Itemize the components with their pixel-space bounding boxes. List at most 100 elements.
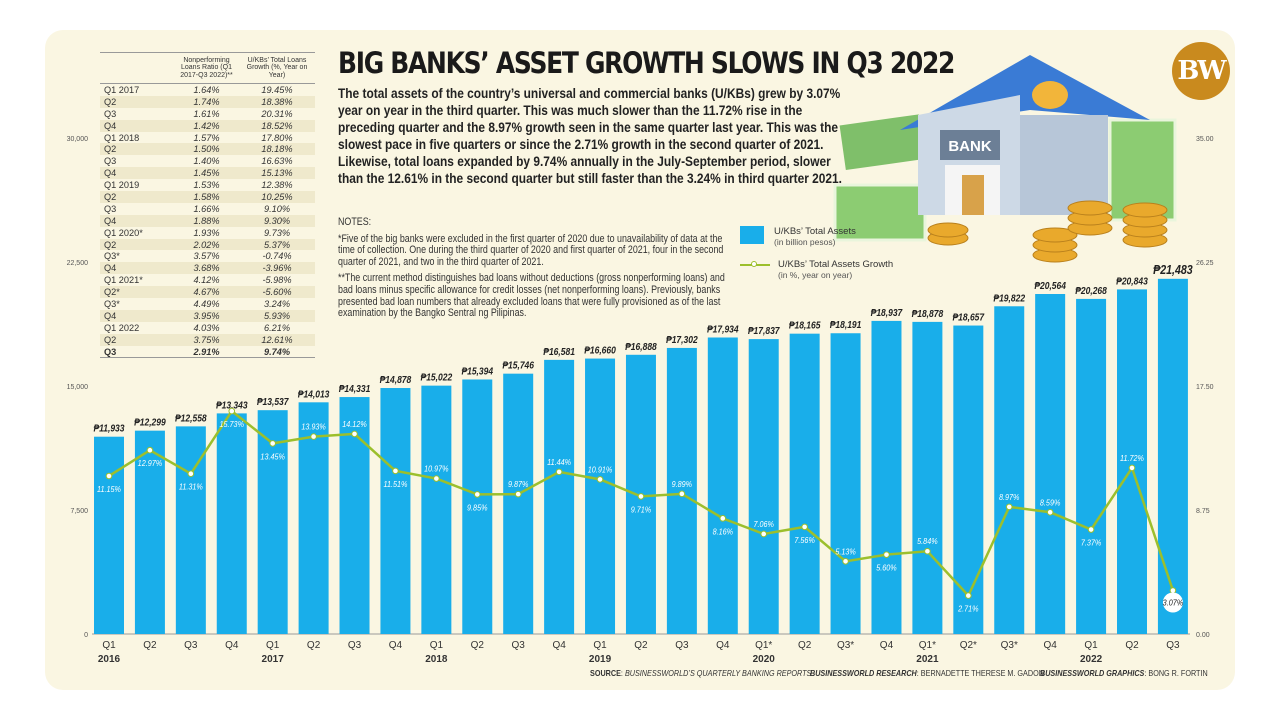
quarter-label: Q3* — [837, 640, 854, 651]
bar-swatch — [740, 226, 764, 244]
year-label: 2020 — [753, 654, 776, 665]
year-label: 2016 — [98, 654, 121, 665]
quarter-label: Q1* — [755, 640, 772, 651]
quarter-label: Q3 — [1166, 640, 1180, 651]
footer-research: BUSINESSWORLD RESEARCH: BERNADETTE THERE… — [810, 668, 1044, 678]
legend-assets-label: U/KBs’ Total Assets — [774, 226, 856, 237]
asset-value-label: ₱14,013 — [298, 389, 330, 400]
table-row: Q1 2017 1.64% 19.45% — [100, 84, 315, 96]
page-title: BIG BANKS’ ASSET GROWTH SLOWS IN Q3 2022 — [338, 46, 955, 80]
quarter-label: Q2 — [1125, 640, 1139, 651]
table-row: Q3 2.91% 9.74% — [100, 346, 315, 359]
growth-value-label: 11.72% — [1120, 453, 1144, 463]
growth-value-label: 7.56% — [794, 535, 814, 545]
row-period: Q3 — [104, 108, 117, 119]
asset-bar — [175, 426, 206, 634]
row-period: Q2 — [104, 144, 117, 155]
row-npl: 1.74% — [193, 96, 220, 107]
asset-value-label: ₱12,558 — [175, 413, 207, 424]
table-row: Q3 1.66% 9.10% — [100, 203, 315, 215]
left-axis-tick: 15,000 — [67, 384, 89, 391]
growth-value-label: 10.97% — [424, 464, 448, 474]
row-npl: 1.58% — [193, 191, 220, 202]
row-loans-growth: 20.31% — [261, 108, 293, 119]
table-row: Q4 1.45% 15.13% — [100, 167, 315, 180]
table-row: Q3 1.40% 16.63% — [100, 155, 315, 167]
quarter-label: Q2 — [143, 640, 157, 651]
research-text: BERNADETTE THERESE M. GADON — [920, 668, 1044, 678]
row-loans-growth: 18.38% — [261, 96, 293, 107]
growth-value-label: 9.87% — [508, 480, 528, 490]
growth-point — [555, 468, 563, 476]
asset-bar — [134, 430, 165, 634]
footer-source: SOURCE: BUSINESSWORLD’S QUARTERLY BANKIN… — [590, 668, 812, 678]
row-loans-growth: -5.98% — [262, 275, 292, 286]
legend-growth: U/KBs’ Total Assets Growth (in %, year on… — [740, 259, 893, 280]
right-axis-tick: 35.00 — [1196, 136, 1214, 143]
bank-illustration: BANK — [833, 55, 1177, 263]
row-loans-growth: -3.96% — [262, 263, 292, 274]
asset-bar — [953, 325, 984, 634]
row-npl: 3.68% — [193, 263, 220, 274]
table-row: Q2 1.58% 10.25% — [100, 191, 315, 203]
table-row: Q3* 3.57% -0.74% — [100, 250, 315, 262]
row-period: Q1 2017 — [104, 84, 140, 95]
asset-bar — [462, 379, 493, 634]
growth-point — [269, 440, 276, 447]
growth-value-label: 5.13% — [835, 547, 855, 557]
asset-bar — [544, 359, 575, 634]
row-npl: 3.75% — [193, 334, 220, 345]
right-axis-tick: 8.75 — [1196, 508, 1210, 515]
row-npl: 1.57% — [193, 132, 220, 143]
row-loans-growth: 18.52% — [261, 120, 293, 131]
row-period: Q4 — [104, 263, 117, 274]
growth-point — [433, 475, 440, 482]
row-loans-growth: 12.38% — [261, 180, 293, 191]
growth-highlight — [1162, 592, 1183, 613]
source-label: SOURCE — [590, 668, 621, 678]
left-axis-tick: 30,000 — [67, 136, 89, 143]
asset-value-label: ₱17,302 — [666, 334, 698, 345]
quarter-label: Q2 — [798, 640, 812, 651]
growth-value-label: 9.89% — [672, 479, 692, 489]
research-label: BUSINESSWORLD RESEARCH — [810, 668, 917, 678]
table-row: Q2 2.02% 5.37% — [100, 238, 315, 251]
row-period: Q3* — [104, 251, 120, 262]
row-period: Q3 — [104, 203, 117, 214]
row-loans-growth: 9.74% — [263, 346, 291, 357]
row-period: Q1 2018 — [104, 132, 140, 143]
asset-bar — [912, 321, 943, 634]
quarter-label: Q4 — [552, 640, 566, 651]
right-axis-tick: 17.50 — [1196, 384, 1214, 391]
asset-value-label: ₱13,343 — [216, 400, 248, 411]
row-period: Q1 2019 — [104, 180, 140, 191]
asset-bar — [94, 436, 124, 634]
row-loans-growth: -0.74% — [262, 251, 292, 262]
row-loans-growth: 5.37% — [263, 239, 291, 250]
quarter-label: Q3 — [348, 640, 362, 651]
legend: U/KBs’ Total Assets (in billion pesos) U/… — [740, 226, 893, 292]
quarter-label: Q2 — [307, 640, 321, 651]
asset-value-label: ₱12,299 — [134, 417, 166, 428]
legend-growth-label: U/KBs’ Total Assets Growth — [778, 259, 894, 270]
left-axis-tick: 22,500 — [67, 260, 89, 267]
quarter-label: Q1 — [102, 640, 116, 651]
row-period: Q3* — [104, 298, 120, 309]
asset-bar — [1076, 298, 1107, 634]
growth-point — [883, 551, 890, 558]
table-row: Q1 2019 1.53% 12.38% — [100, 179, 315, 191]
growth-point — [924, 547, 931, 555]
table-row: Q4 1.42% 18.52% — [100, 119, 315, 132]
growth-value-label: 5.84% — [917, 537, 937, 547]
row-npl: 3.57% — [193, 251, 220, 262]
row-loans-growth: 6.21% — [263, 322, 291, 333]
asset-bar — [830, 333, 861, 634]
growth-point — [228, 407, 236, 415]
summary-text: The total assets of the country’s univer… — [338, 86, 842, 187]
line-swatch — [740, 261, 770, 267]
table-row: Q4 3.68% -3.96% — [100, 262, 315, 275]
loans-table: Nonperforming Loans Ratio (Q1 2017-Q3 20… — [100, 52, 315, 359]
growth-value-label: 14.12% — [342, 419, 366, 429]
row-period: Q2 — [104, 96, 117, 107]
